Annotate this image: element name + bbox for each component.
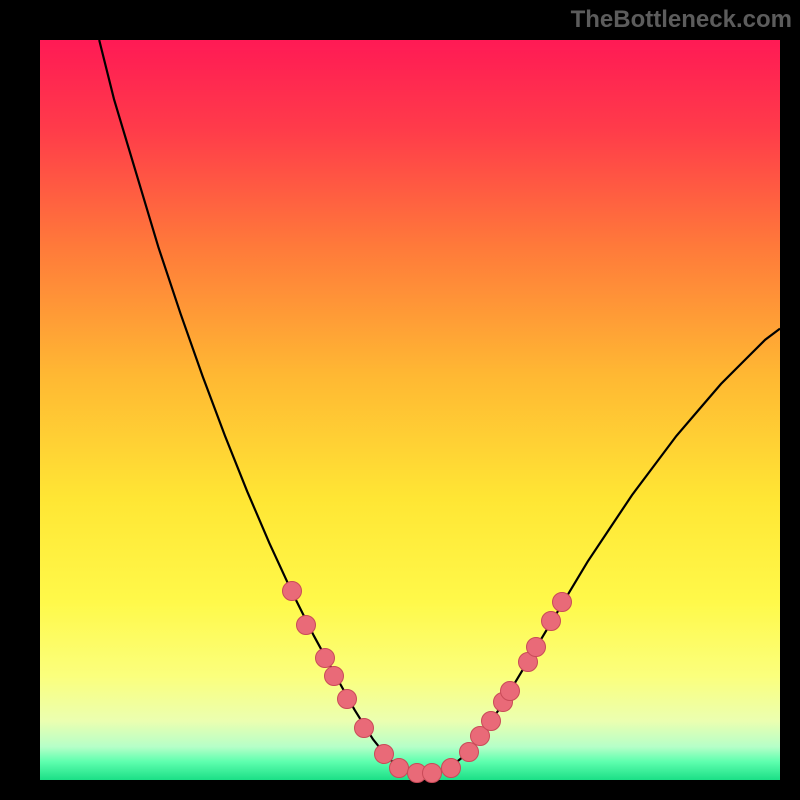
data-marker — [441, 758, 461, 778]
data-marker — [500, 681, 520, 701]
data-marker — [354, 718, 374, 738]
data-marker — [552, 592, 572, 612]
data-marker — [337, 689, 357, 709]
data-marker — [324, 666, 344, 686]
data-marker — [422, 763, 442, 783]
plot-area — [40, 40, 780, 780]
v-curve — [99, 40, 780, 774]
stage: TheBottleneck.com — [0, 0, 800, 800]
data-marker — [541, 611, 561, 631]
watermark-text: TheBottleneck.com — [571, 6, 792, 34]
data-marker — [389, 758, 409, 778]
data-marker — [481, 711, 501, 731]
data-marker — [526, 637, 546, 657]
data-marker — [315, 648, 335, 668]
data-marker — [296, 615, 316, 635]
curve-layer — [40, 40, 780, 780]
data-marker — [282, 581, 302, 601]
